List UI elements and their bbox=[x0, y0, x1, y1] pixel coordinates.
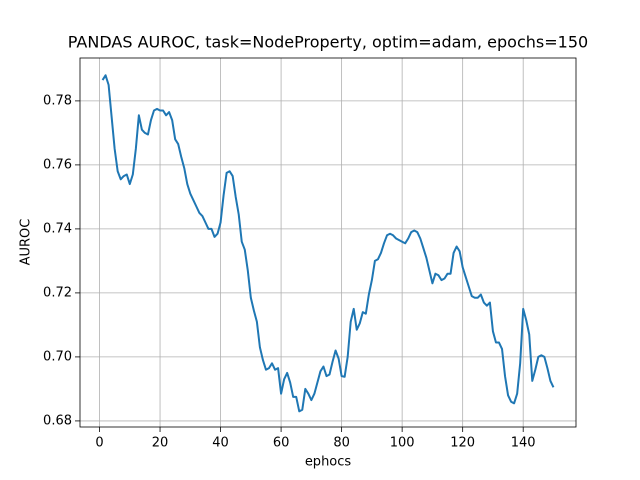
y-tick-label: 0.68 bbox=[43, 413, 72, 428]
x-tick-label: 140 bbox=[511, 436, 536, 451]
x-tick-label: 20 bbox=[152, 436, 169, 451]
y-tick-label: 0.76 bbox=[43, 157, 72, 172]
x-tick-label: 120 bbox=[450, 436, 475, 451]
x-tick-label: 100 bbox=[390, 436, 415, 451]
x-tick-label: 60 bbox=[273, 436, 290, 451]
x-tick-label: 0 bbox=[95, 436, 103, 451]
y-tick-label: 0.72 bbox=[43, 285, 72, 300]
chart-title: PANDAS AUROC, task=NodeProperty, optim=a… bbox=[68, 33, 588, 52]
plot-frame bbox=[79, 57, 577, 428]
x-tick-label: 40 bbox=[212, 436, 229, 451]
x-tick-label: 80 bbox=[333, 436, 350, 451]
y-tick-label: 0.78 bbox=[43, 93, 72, 108]
data-line bbox=[101, 74, 555, 413]
y-axis-label: AUROC bbox=[19, 219, 34, 266]
x-axis-label: ephocs bbox=[305, 455, 352, 470]
y-tick-label: 0.74 bbox=[43, 221, 72, 236]
y-tick-label: 0.70 bbox=[43, 349, 72, 364]
